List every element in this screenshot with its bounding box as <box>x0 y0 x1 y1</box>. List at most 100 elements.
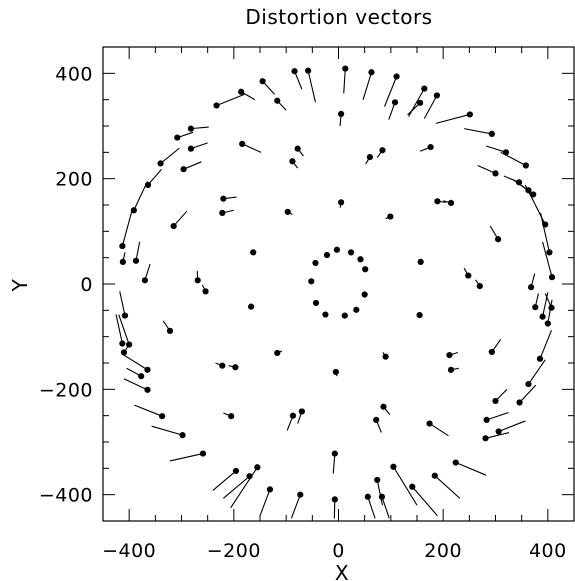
star-point <box>332 368 339 376</box>
distortion-vector <box>411 486 438 517</box>
star-point <box>379 147 386 154</box>
star-point <box>366 153 373 161</box>
star-point <box>433 92 440 99</box>
axis-tick-labels: −400 −200 0 200 400 −400 −200 0 200 400 <box>39 63 566 562</box>
distortion-vector <box>500 151 527 166</box>
distortion-vector <box>241 143 262 153</box>
star-point <box>144 386 151 393</box>
star-point <box>187 145 195 152</box>
distortion-vector <box>183 161 202 170</box>
star-point <box>525 380 532 388</box>
star-point <box>476 283 483 290</box>
star-point <box>333 246 341 253</box>
star-point <box>248 303 255 310</box>
star-point <box>322 311 329 318</box>
star-point <box>409 483 416 490</box>
star-point <box>417 258 424 265</box>
distortion-vector <box>435 113 470 124</box>
x-tick-label: 200 <box>424 540 462 562</box>
star-point <box>144 366 151 373</box>
star-point <box>482 435 489 442</box>
star-point <box>323 251 331 259</box>
distortion-vector <box>539 212 550 253</box>
star-point <box>387 213 394 220</box>
star-point <box>492 170 499 177</box>
y-tick-label: 0 <box>80 274 93 296</box>
star-point <box>297 491 304 498</box>
distortion-vector <box>290 494 301 519</box>
star-point <box>434 198 441 205</box>
distortion-vector <box>123 378 148 391</box>
star-point <box>308 278 315 285</box>
star-point <box>465 272 472 279</box>
distortion-vector <box>362 72 372 100</box>
star-point <box>483 416 490 423</box>
distortion-vector <box>528 359 546 385</box>
star-point <box>157 160 164 167</box>
star-point <box>132 257 140 264</box>
plot-frame <box>102 46 575 522</box>
star-point <box>362 266 369 273</box>
star-point <box>544 320 551 327</box>
star-point <box>338 110 345 117</box>
distortion-vector <box>392 466 418 506</box>
distortion-vector <box>539 330 553 359</box>
axis-ticks <box>102 46 575 522</box>
distortion-vector <box>542 241 553 278</box>
y-axis-label: Y <box>8 278 32 292</box>
distortion-vector <box>151 425 183 436</box>
distortion-vector <box>519 384 537 403</box>
star-point <box>331 450 338 457</box>
star-point <box>159 413 166 420</box>
star-point <box>361 291 368 298</box>
distortion-vector <box>486 411 509 421</box>
y-tick-label: −400 <box>39 485 93 507</box>
distortion-vector <box>376 479 383 506</box>
star-point <box>431 472 438 479</box>
star-point <box>170 222 177 230</box>
star-point <box>536 355 544 362</box>
star-point <box>516 399 523 406</box>
star-point <box>452 459 459 466</box>
distortion-vector <box>230 466 258 509</box>
star-point <box>174 134 181 141</box>
star-point <box>353 306 360 313</box>
star-point <box>488 348 495 356</box>
star-point <box>219 362 226 369</box>
star-point <box>284 208 291 215</box>
star-point <box>312 259 319 267</box>
distortion-vector <box>485 145 507 153</box>
star-point <box>390 463 397 470</box>
star-point <box>121 312 129 319</box>
star-point <box>213 102 220 109</box>
star-point <box>291 68 298 75</box>
star-point <box>368 69 375 76</box>
star-point <box>446 352 453 359</box>
distortion-vector <box>477 164 496 174</box>
distortion-vector <box>434 475 461 499</box>
star-point <box>312 299 320 307</box>
y-tick-label: −200 <box>39 379 93 401</box>
distortion-vector <box>216 93 245 106</box>
distortion-vector <box>542 292 549 317</box>
distortion-vector <box>381 496 390 519</box>
distortion-vector <box>343 68 346 94</box>
star-point <box>417 99 424 106</box>
star-point <box>266 486 274 493</box>
chart-title: Distortion vectors <box>245 5 432 29</box>
star-point <box>166 327 174 334</box>
star-point <box>194 277 201 284</box>
distortion-vector <box>516 181 534 195</box>
star-point <box>238 88 245 95</box>
star-point <box>530 191 537 198</box>
distortion-vector <box>294 71 303 90</box>
star-point <box>427 143 434 151</box>
star-point <box>393 73 400 80</box>
distortion-vector <box>169 453 204 462</box>
star-point <box>447 366 455 373</box>
distortion-vector <box>223 475 250 499</box>
star-point <box>305 67 312 74</box>
star-point <box>492 397 499 405</box>
star-point <box>374 476 381 484</box>
